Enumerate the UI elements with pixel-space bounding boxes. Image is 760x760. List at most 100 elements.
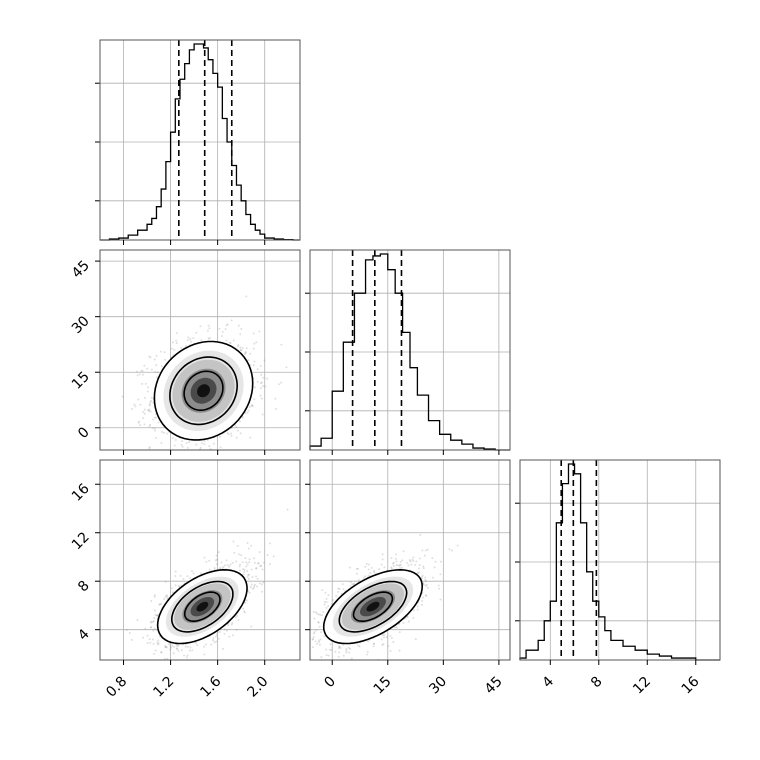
scatter-point (225, 629, 228, 632)
scatter-point (231, 561, 234, 564)
scatter-point (215, 563, 218, 566)
scatter-point (225, 339, 228, 342)
scatter-point (154, 614, 157, 617)
scatter-point (261, 590, 264, 593)
scatter-point (416, 608, 419, 611)
scatter-point (342, 588, 345, 591)
scatter-point (153, 595, 156, 598)
scatter-point (424, 549, 427, 552)
scatter-point (385, 636, 388, 639)
scatter-point (160, 441, 163, 444)
scatter-point (242, 567, 245, 570)
scatter-point (147, 386, 150, 389)
scatter-point (390, 637, 393, 640)
scatter-point (342, 654, 345, 657)
scatter-point (165, 594, 168, 597)
panel-border (309, 459, 511, 661)
scatter-point (164, 646, 167, 649)
scatter-point (208, 445, 211, 448)
scatter-point (378, 568, 381, 571)
scatter-point (380, 563, 383, 566)
scatter-point (146, 390, 149, 393)
scatter-point (422, 565, 425, 568)
scatter-point (335, 595, 338, 598)
histogram-panel-2 (515, 459, 721, 661)
scatter-point (153, 609, 156, 612)
scatter-point (342, 643, 345, 646)
scatter-point (412, 609, 415, 612)
scatter-point (295, 617, 297, 619)
scatter-point (150, 626, 153, 629)
density-panel-1-2 (294, 459, 511, 661)
scatter-point (307, 641, 309, 643)
scatter-point (156, 643, 159, 646)
scatter-point (223, 632, 226, 635)
contour-line (183, 370, 224, 412)
scatter-point (347, 646, 350, 649)
scatter-point (238, 461, 240, 463)
scatter-point (160, 365, 163, 368)
scatter-point (187, 336, 190, 339)
scatter-point (258, 551, 261, 554)
scatter-point (405, 561, 408, 564)
scatter-point (337, 587, 340, 590)
scatter-point (407, 620, 410, 623)
scatter-point (152, 620, 155, 623)
scatter-point (424, 594, 427, 597)
scatter-point (253, 397, 256, 400)
scatter-point (229, 342, 232, 345)
scatter-point (228, 341, 231, 344)
scatter-point (348, 651, 351, 654)
scatter-point (401, 559, 404, 562)
scatter-point (294, 611, 296, 613)
y-tick-label: 30 (69, 313, 93, 337)
scatter-point (228, 635, 231, 638)
scatter-point (141, 369, 144, 372)
scatter-point (237, 618, 240, 621)
scatter-point (171, 591, 174, 594)
scatter-point (143, 423, 146, 426)
scatter-point (119, 456, 121, 458)
scatter-point (424, 576, 427, 579)
scatter-point (175, 339, 178, 342)
scatter-point (274, 397, 277, 400)
scatter-point (212, 442, 215, 445)
scatter-point (164, 596, 167, 599)
scatter-point (156, 613, 159, 616)
scatter-point (305, 644, 307, 646)
scatter-point (237, 344, 240, 347)
scatter-point (156, 641, 159, 644)
scatter-point (307, 649, 309, 651)
scatter-point (138, 373, 141, 376)
scatter-point (250, 568, 253, 571)
scatter-point (382, 643, 385, 646)
scatter-point (163, 351, 166, 354)
scatter-point (316, 642, 319, 645)
scatter-point (130, 408, 133, 411)
contour-line (156, 568, 248, 645)
x-tick-label: 8 (588, 674, 606, 692)
scatter-point (244, 411, 247, 414)
scatter-point (219, 446, 222, 449)
scatter-point (312, 632, 315, 635)
scatter-point (150, 396, 153, 399)
scatter-point (162, 452, 164, 454)
scatter-point (164, 358, 167, 361)
scatter-point (425, 594, 428, 597)
scatter-point (246, 575, 249, 578)
scatter-point (321, 589, 324, 592)
scatter-point (350, 657, 353, 660)
scatter-point (239, 346, 242, 349)
scatter-point (136, 619, 139, 622)
scatter-point (450, 549, 453, 552)
scatter-point (246, 411, 249, 414)
scatter-point (328, 648, 331, 651)
scatter-point (215, 554, 218, 557)
scatter-point (149, 621, 152, 624)
scatter-point (264, 385, 267, 388)
scatter-point (154, 436, 157, 439)
scatter-point (402, 621, 405, 624)
scatter-point (390, 566, 393, 569)
scatter-point (227, 433, 230, 436)
scatter-point (262, 581, 265, 584)
